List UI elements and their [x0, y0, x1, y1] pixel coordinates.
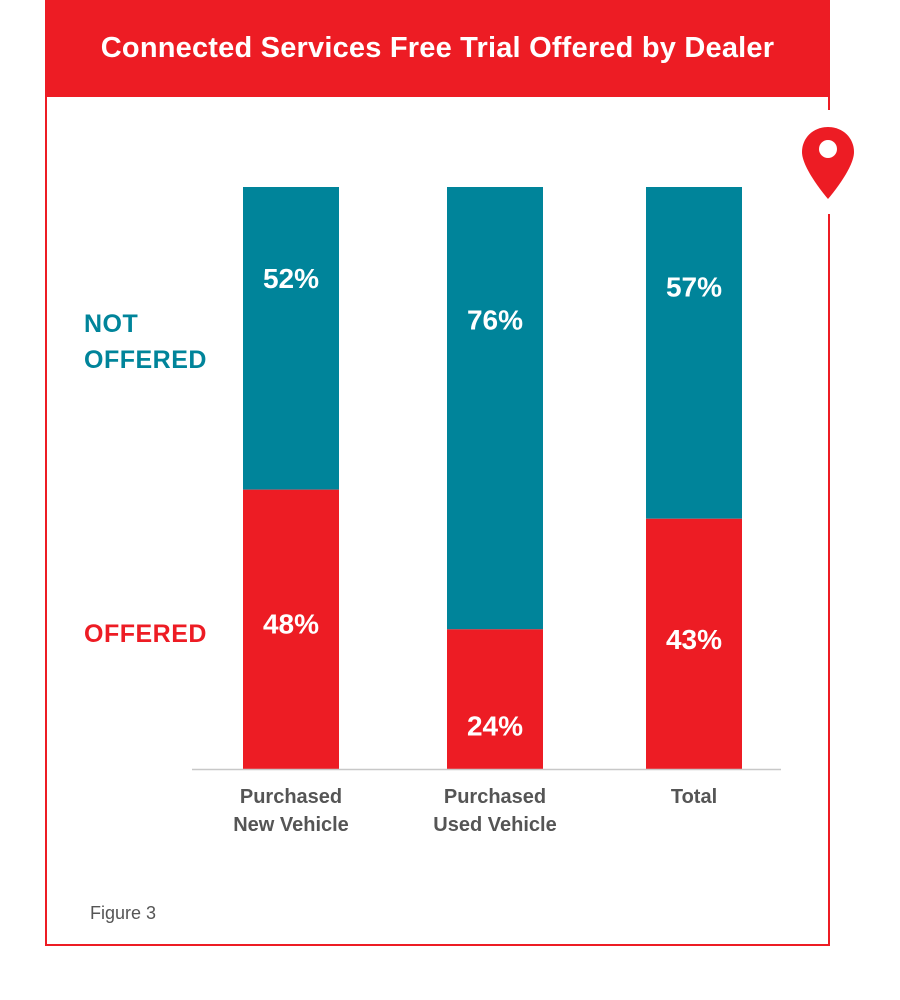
- map-pin-icon: [802, 127, 854, 199]
- title-bar: Connected Services Free Trial Offered by…: [45, 0, 830, 97]
- label-not-offered-0: 52%: [263, 263, 319, 294]
- bar-offered-1: [447, 629, 543, 769]
- category-label-1-0: Purchased: [444, 786, 546, 808]
- chart-frame: [45, 0, 830, 946]
- chart-title: Connected Services Free Trial Offered by…: [100, 32, 775, 64]
- bar-offered-2: [646, 518, 742, 769]
- label-offered-0: 48%: [263, 609, 319, 640]
- label-not-offered-2: 57%: [666, 272, 722, 303]
- legend-not-offered: NOT OFFERED: [84, 310, 207, 374]
- bar-not-offered-1: [447, 187, 543, 630]
- bar-not-offered-2: [646, 187, 742, 519]
- figure-note: Figure 3: [90, 903, 157, 923]
- label-not-offered-1: 76%: [467, 305, 523, 336]
- category-label-0-1: New Vehicle: [233, 814, 349, 836]
- label-offered-1: 24%: [467, 711, 523, 742]
- bar-not-offered-0: [243, 187, 339, 490]
- label-offered-2: 43%: [666, 624, 722, 655]
- category-label-1-1: Used Vehicle: [433, 814, 556, 836]
- bar-offered-0: [243, 489, 339, 769]
- legend-offered: OFFERED: [84, 620, 207, 648]
- category-label-2-0: Total: [671, 786, 717, 808]
- category-label-0-0: Purchased: [240, 786, 342, 808]
